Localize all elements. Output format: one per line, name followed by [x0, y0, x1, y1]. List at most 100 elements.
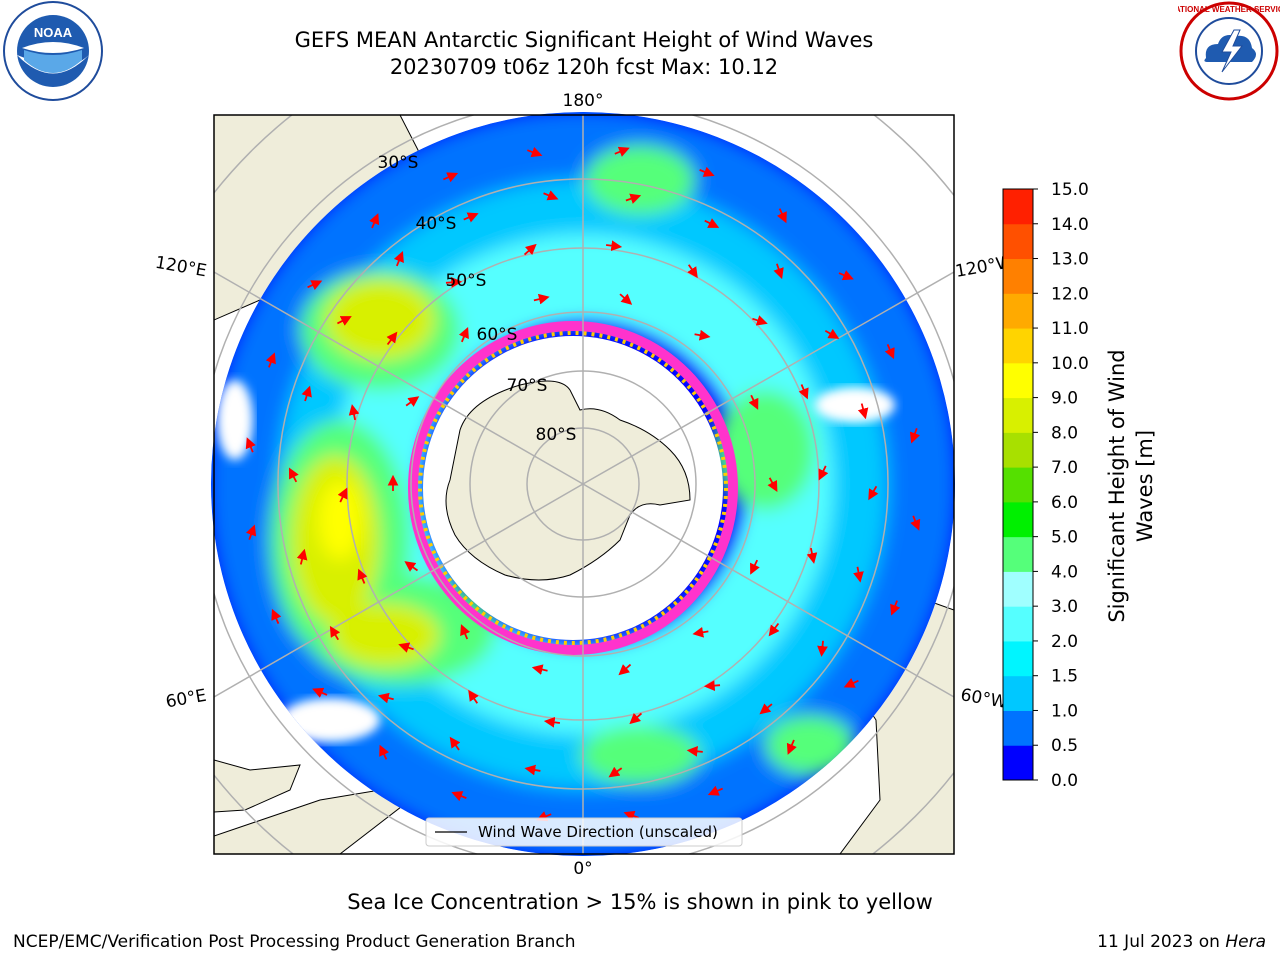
colorbar-swatch [1003, 467, 1033, 503]
lat-label-70s: 70°S [507, 376, 548, 396]
producer-credit: NCEP/EMC/Verification Post Processing Pr… [13, 932, 576, 952]
colorbar-swatch [1003, 258, 1033, 294]
wind-arrow [699, 166, 715, 177]
wind-arrow [307, 280, 323, 291]
chart-subtitle: 20230709 t06z 120h fcst Max: 10.12 [389, 55, 779, 79]
noaa-logo: NOAA [3, 1, 103, 101]
wind-arrow [405, 396, 420, 407]
wind-arrow [752, 315, 768, 326]
wind-arrow [704, 218, 720, 228]
colorbar-swatch [1003, 745, 1033, 781]
wind-arrow [526, 146, 543, 158]
colorbar-tick-label: 7.0 [1051, 458, 1078, 478]
lat-label-60s: 60°S [477, 325, 518, 345]
wind-arrow [798, 384, 809, 400]
colorbar-swatch [1003, 223, 1033, 260]
wind-arrow [463, 212, 479, 223]
wind-arrow [619, 293, 633, 305]
lon-label-0: 0° [573, 859, 592, 879]
wind-arrow [271, 608, 282, 625]
wind-arrow [245, 437, 256, 453]
wind-arrow [468, 689, 479, 704]
wind-arrow [703, 680, 721, 691]
wind-arrow [853, 566, 864, 583]
colorbar-swatch [1003, 328, 1033, 364]
noaa-logo-text: NOAA [34, 25, 73, 40]
colorbar-swatch [1003, 536, 1033, 572]
africa-land [214, 759, 301, 813]
lat-label-30s: 30°S [378, 153, 419, 173]
wind-arrow [838, 270, 854, 281]
wind-arrow [759, 703, 773, 715]
wind-arrow [449, 736, 461, 751]
lon-label-120e: 120°E [154, 253, 208, 282]
colorbar-swatch [1003, 432, 1033, 468]
colorbar-label-line1: Significant Height of Wind [1105, 349, 1129, 622]
wind-arrow [614, 146, 630, 157]
wind-arrow [884, 343, 895, 360]
wind-arrow [786, 739, 797, 755]
lat-label-80s: 80°S [536, 425, 577, 445]
wind-arrow [369, 213, 380, 229]
wind-arrow [337, 487, 348, 503]
wind-arrow [686, 745, 703, 757]
wind-arrow [806, 547, 818, 564]
wind-arrow [776, 208, 787, 224]
wind-arrow [524, 764, 541, 776]
colorbar-swatch [1003, 362, 1033, 399]
colorbar-tick-label: 1.5 [1051, 667, 1078, 687]
colorbar-tick-label: 15.0 [1051, 180, 1089, 200]
wind-arrow [767, 477, 778, 493]
colorbar [1002, 188, 1034, 781]
colorbar-swatch [1003, 501, 1033, 538]
wind-arrow [868, 485, 879, 501]
colorbar-tick-label: 2.0 [1051, 632, 1078, 652]
wind-arrow [687, 264, 698, 279]
wind-arrow [288, 467, 299, 483]
wind-arrow [329, 625, 341, 641]
wind-arrow [818, 465, 829, 481]
wind-arrow [773, 263, 784, 280]
lon-label-180: 180° [563, 91, 604, 111]
wind-arrow [692, 626, 709, 638]
colorbar-swatch [1003, 606, 1033, 642]
colorbar-swatch [1003, 640, 1033, 677]
wind-arrow [843, 677, 859, 688]
wind-arrow [909, 427, 921, 444]
lon-label-60w: 60°W [959, 685, 1009, 713]
wind-arrow [605, 240, 623, 252]
colorbar-tick-label: 8.0 [1051, 423, 1078, 443]
nws-logo: NATIONAL WEATHER SERVICE [1178, 1, 1280, 101]
colorbar-swatch [1003, 710, 1033, 746]
lat-label-50s: 50°S [446, 271, 487, 291]
wind-arrow [625, 193, 642, 204]
map-legend: Wind Wave Direction (unscaled) [425, 817, 743, 847]
wind-arrow [623, 810, 640, 822]
wind-arrow [451, 791, 467, 802]
wind-arrow [543, 190, 559, 201]
wind-arrow [533, 293, 550, 305]
wind-arrow [348, 404, 360, 421]
colorbar-swatch [1003, 189, 1033, 225]
wind-arrow [296, 548, 308, 565]
wind-arrow [460, 624, 471, 640]
wind-arrow [404, 561, 419, 572]
chart-title: GEFS MEAN Antarctic Significant Height o… [294, 28, 874, 52]
wind-arrow [458, 327, 469, 343]
colorbar-swatch [1003, 675, 1033, 711]
antarctica-land [445, 380, 691, 581]
sea-ice-note: Sea Ice Concentration > 15% is shown in … [347, 890, 933, 914]
lon-label-60e: 60°E [164, 686, 208, 713]
wind-arrow [398, 642, 414, 653]
wind-arrow [357, 568, 368, 584]
wind-arrow [629, 712, 643, 725]
colorbar-tick-label: 13.0 [1051, 250, 1089, 270]
graticule [214, 115, 954, 854]
wind-arrow [750, 559, 760, 575]
colorbar-label-line2: Waves [m] [1133, 430, 1157, 542]
wind-arrow [768, 622, 780, 637]
colorbar-tick-label: 0.5 [1051, 736, 1078, 756]
wind-arrow [337, 316, 352, 326]
colorbar-ticks: 0.0 0.5 1.0 1.5 2.0 3.0 4.0 5.0 6.0 7.0 8.0 9.0 10.0… [1033, 180, 1089, 791]
wind-arrow [531, 664, 548, 675]
